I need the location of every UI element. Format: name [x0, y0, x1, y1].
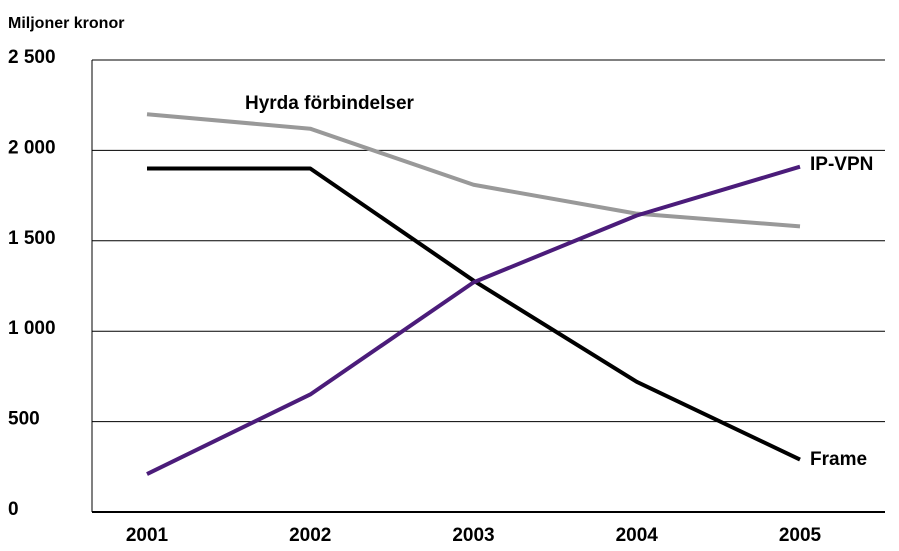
y-axis-label: Miljoner kronor [8, 15, 124, 32]
y-tick-label: 2 000 [8, 137, 56, 158]
y-tick-label: 1 000 [8, 318, 56, 339]
series-line [146, 164, 801, 476]
x-tick-label: 2004 [616, 525, 659, 546]
series-label: Frame [810, 449, 867, 470]
y-tick-label: 500 [8, 409, 40, 430]
y-tick-label: 0 [8, 499, 19, 520]
series-line [146, 112, 801, 229]
x-tick-label: 2003 [452, 525, 494, 546]
y-tick-label: 2 500 [8, 47, 56, 68]
series-label: Hyrda förbindelser [245, 93, 415, 114]
x-tick-label: 2002 [289, 525, 331, 546]
x-tick-label: 2005 [779, 525, 822, 546]
x-tick-label: 2001 [126, 525, 169, 546]
series-line [147, 166, 801, 462]
y-tick-label: 1 500 [8, 228, 56, 249]
series-label: IP-VPN [810, 154, 873, 175]
